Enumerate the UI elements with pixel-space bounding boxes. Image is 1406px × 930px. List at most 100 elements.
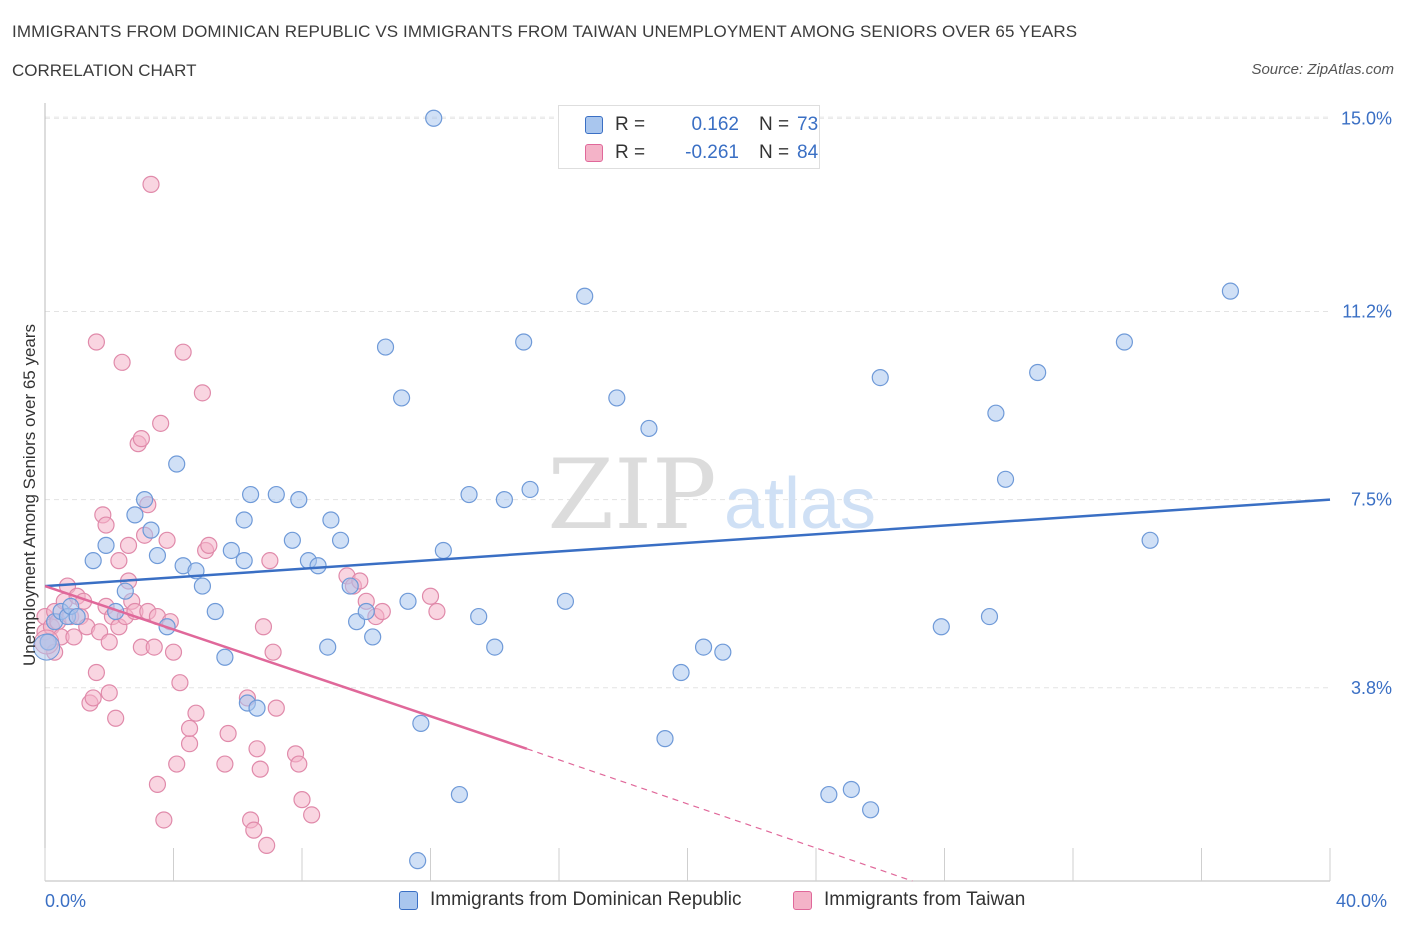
dominican-point xyxy=(331,531,350,549)
dominican-point xyxy=(322,511,340,529)
dominican-point xyxy=(656,730,674,748)
dominican-point xyxy=(341,577,359,595)
dominican-point xyxy=(842,780,860,799)
dominican-point xyxy=(521,480,539,499)
dominican-point xyxy=(309,557,327,575)
correlation-legend: R = 0.162 N = 73 R = -0.261 N = 84 xyxy=(558,105,820,169)
watermark-zip: ZIP xyxy=(547,439,716,551)
dominican-point xyxy=(126,506,144,524)
dominican-point xyxy=(608,389,626,407)
taiwan-point xyxy=(293,791,311,809)
taiwan-point xyxy=(258,836,276,855)
legend-r-value-dominican: 0.162 xyxy=(691,114,739,135)
dominican-point xyxy=(450,785,469,804)
dominican-points xyxy=(33,109,1240,870)
dominican-point xyxy=(871,368,889,387)
legend-r-label: R = xyxy=(615,114,646,135)
taiwan-point xyxy=(87,333,106,351)
dominican-point xyxy=(33,633,61,661)
grid xyxy=(45,116,1330,689)
taiwan-point xyxy=(219,724,237,743)
dominican-point xyxy=(714,643,732,661)
dominican-point xyxy=(1221,282,1240,300)
taiwan-point xyxy=(248,740,266,758)
chart-subtitle: CORRELATION CHART xyxy=(12,61,197,80)
dominican-point xyxy=(409,852,427,870)
taiwan-point xyxy=(158,531,176,549)
dominican-point xyxy=(290,491,308,509)
y-tick-label: 3.8% xyxy=(1351,678,1392,698)
taiwan-trend-line xyxy=(44,584,528,750)
dominican-point xyxy=(412,714,430,732)
taiwan-point xyxy=(421,587,440,605)
chart-title: IMMIGRANTS FROM DOMINICAN REPUBLIC VS IM… xyxy=(12,22,1078,41)
axes xyxy=(44,103,1331,882)
source-credit: Source: ZipAtlas.com xyxy=(1251,61,1394,78)
taiwan-point xyxy=(174,343,192,361)
taiwan-point xyxy=(119,536,138,554)
dominican-point xyxy=(1141,531,1159,549)
trend-lines xyxy=(44,498,1331,882)
legend-n-value-taiwan: 84 xyxy=(797,142,819,163)
taiwan-point xyxy=(97,516,115,534)
dominican-point xyxy=(576,287,594,305)
dominican-point xyxy=(996,470,1015,488)
legend-swatch-taiwan xyxy=(585,144,603,162)
taiwan-point xyxy=(168,755,186,773)
dominican-point xyxy=(399,592,417,610)
taiwan-point xyxy=(148,775,167,793)
dominican-point xyxy=(135,491,154,509)
taiwan-point xyxy=(187,704,205,722)
dominican-point xyxy=(495,491,513,509)
dominican-point xyxy=(460,485,478,504)
y-tick-label: 7.5% xyxy=(1351,490,1392,510)
taiwan-point xyxy=(373,602,391,621)
dominican-point xyxy=(640,419,658,438)
dominican-point xyxy=(470,607,488,626)
dominican-point xyxy=(193,577,212,595)
dominican-point xyxy=(987,404,1005,422)
taiwan-point xyxy=(145,638,163,656)
taiwan-point xyxy=(100,633,118,651)
dominican-point xyxy=(222,541,240,560)
legend-n-label: N = xyxy=(759,114,790,135)
dominican-point xyxy=(97,536,115,554)
bottom-legend-label-taiwan: Immigrants from Taiwan xyxy=(824,889,1026,910)
taiwan-point xyxy=(267,699,285,717)
x-max-label: 40.0% xyxy=(1336,891,1388,911)
taiwan-point xyxy=(216,755,234,773)
taiwan-point xyxy=(171,674,189,692)
y-tick-labels: 3.8% 7.5% 11.2% 15.0% xyxy=(1341,108,1392,698)
dominican-point xyxy=(672,663,690,682)
taiwan-point xyxy=(180,735,199,753)
taiwan-point xyxy=(100,684,118,702)
dominican-point xyxy=(267,485,285,504)
dominican-point xyxy=(206,602,224,621)
dominican-point xyxy=(84,552,102,570)
taiwan-point xyxy=(113,353,131,371)
taiwan-point xyxy=(200,536,218,554)
taiwan-point xyxy=(155,811,173,829)
legend-r-value-taiwan: -0.261 xyxy=(685,142,739,163)
bottom-legend-swatch-taiwan xyxy=(793,891,812,910)
dominican-point xyxy=(515,333,533,351)
dominican-point xyxy=(148,546,167,565)
dominican-point xyxy=(556,592,575,610)
dominican-point xyxy=(242,485,260,504)
legend-n-value-dominican: 73 xyxy=(797,114,819,135)
dominican-point xyxy=(364,628,382,646)
taiwan-point xyxy=(142,175,160,193)
dominican-point xyxy=(820,785,838,804)
taiwan-point xyxy=(152,414,170,432)
dominican-point xyxy=(376,338,395,356)
taiwan-point xyxy=(251,760,269,778)
dominican-point xyxy=(357,602,375,621)
dominican-trend-line xyxy=(44,498,1331,588)
dominican-point xyxy=(283,531,301,549)
dominican-point xyxy=(116,582,134,600)
dominican-point xyxy=(694,638,713,656)
dominican-point xyxy=(932,618,950,636)
x-min-label: 0.0% xyxy=(45,891,87,911)
dominican-point xyxy=(168,455,186,473)
dominican-point xyxy=(319,638,337,656)
